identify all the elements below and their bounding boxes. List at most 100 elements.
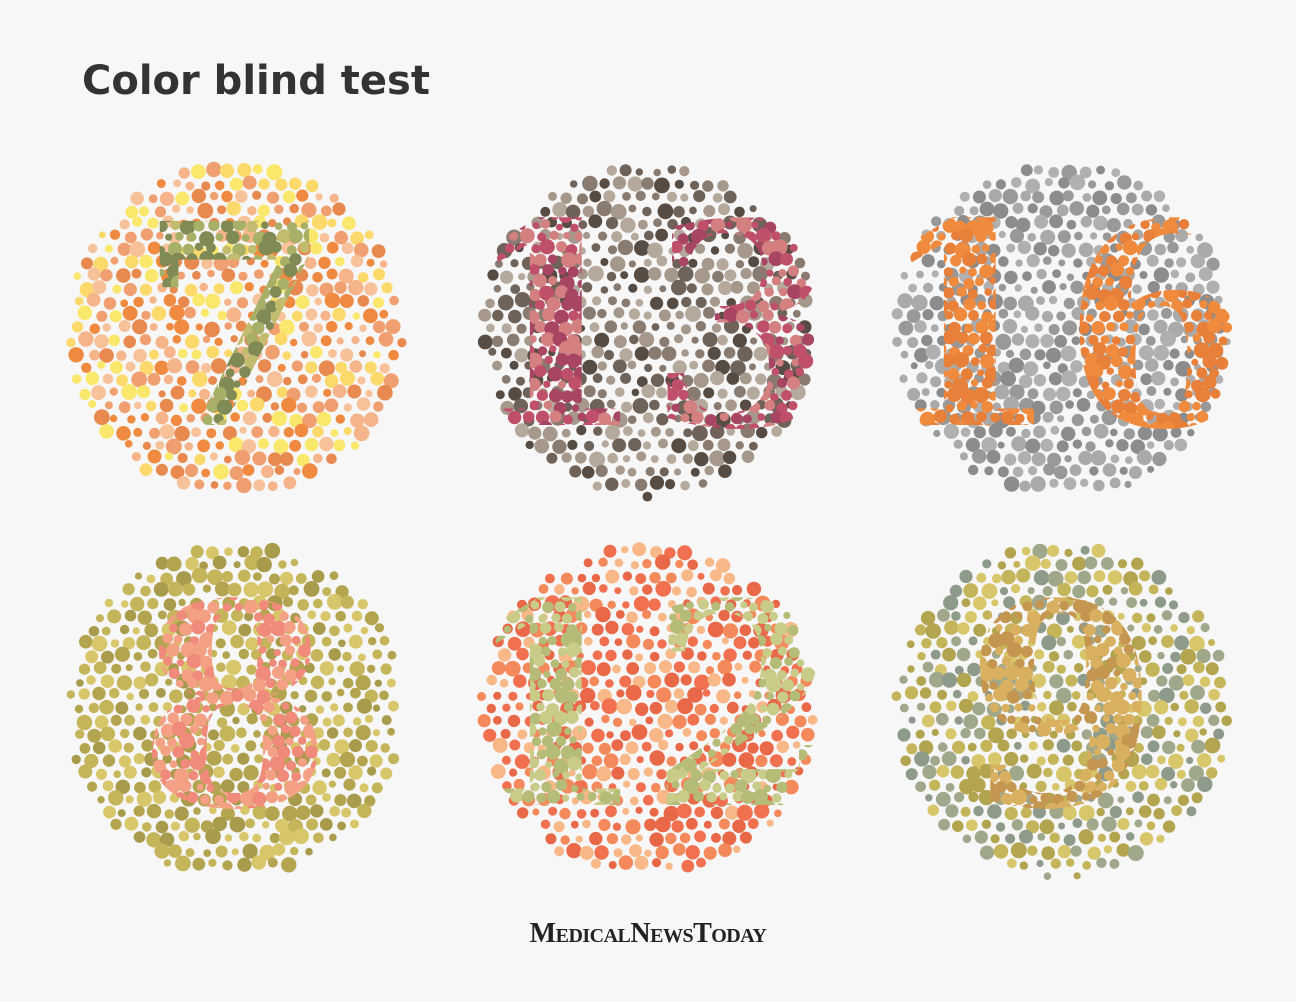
dot — [281, 702, 290, 710]
dot — [306, 255, 315, 265]
dot — [1160, 279, 1169, 288]
dot — [702, 434, 714, 446]
dot — [285, 711, 298, 724]
dot — [1067, 436, 1079, 448]
dot — [169, 825, 180, 837]
dot — [978, 343, 988, 353]
dot — [956, 400, 968, 411]
dot — [581, 736, 592, 748]
dot — [543, 400, 553, 410]
dot — [730, 722, 743, 736]
dot — [379, 635, 390, 646]
dot — [484, 277, 495, 287]
dot — [213, 387, 227, 401]
dot — [169, 623, 178, 633]
dot — [765, 676, 782, 693]
dot — [668, 590, 677, 599]
dot — [314, 601, 323, 610]
dot — [614, 344, 623, 353]
dot — [363, 308, 378, 324]
dot — [557, 197, 566, 206]
dot — [1002, 457, 1012, 467]
dot — [709, 194, 725, 210]
dot — [316, 634, 326, 644]
dot — [1106, 322, 1116, 332]
dot — [228, 276, 240, 289]
dot — [588, 209, 600, 221]
dot — [718, 589, 730, 601]
dot — [388, 700, 399, 712]
dot — [103, 297, 117, 310]
dot — [533, 273, 547, 288]
dot — [549, 230, 559, 240]
dot — [1009, 264, 1022, 277]
dot — [239, 483, 247, 491]
dot — [298, 422, 313, 437]
dot — [222, 848, 233, 858]
dot — [87, 267, 101, 281]
dot — [124, 714, 135, 726]
dot — [744, 588, 756, 600]
dot — [291, 745, 304, 758]
dot — [266, 635, 275, 643]
dot — [678, 457, 691, 470]
dot — [698, 267, 710, 279]
dot — [243, 599, 258, 614]
dot — [328, 610, 333, 626]
dot — [1073, 197, 1083, 207]
dot — [1184, 233, 1193, 242]
dot — [1060, 220, 1069, 229]
dot — [559, 586, 575, 602]
dot — [907, 298, 923, 314]
dot — [650, 253, 666, 269]
dot — [641, 232, 649, 240]
dot — [745, 299, 757, 311]
dot — [200, 769, 216, 785]
dot — [222, 603, 232, 612]
dot — [909, 345, 921, 357]
dot — [223, 829, 232, 838]
dot — [258, 600, 269, 611]
dot — [1033, 266, 1046, 279]
dot — [124, 440, 133, 448]
dot — [596, 313, 604, 321]
dot — [1132, 458, 1143, 468]
dot — [589, 565, 600, 576]
dot — [173, 814, 185, 826]
dot — [209, 631, 226, 647]
dot — [1072, 220, 1084, 232]
dot — [367, 766, 377, 776]
dot — [168, 242, 183, 256]
dot — [787, 284, 803, 300]
dot — [569, 736, 577, 744]
dot — [909, 389, 919, 399]
dot — [944, 444, 956, 457]
dot — [653, 300, 665, 312]
dot — [561, 613, 573, 624]
dot — [684, 714, 695, 724]
dot — [770, 393, 779, 402]
dot — [250, 183, 266, 199]
dot — [364, 361, 377, 374]
dot — [724, 446, 736, 457]
dot — [975, 459, 984, 468]
dot — [365, 740, 378, 753]
dot — [364, 795, 376, 807]
dot — [689, 722, 703, 735]
dot — [287, 850, 297, 860]
dot — [316, 610, 327, 620]
dot — [264, 478, 276, 491]
dot — [589, 436, 601, 447]
dot — [1031, 444, 1048, 461]
dot — [250, 455, 265, 470]
dot — [639, 723, 653, 737]
dot — [659, 420, 674, 436]
dot — [269, 659, 277, 667]
dot — [795, 367, 805, 377]
dot — [937, 322, 947, 332]
dot — [580, 379, 591, 390]
dot — [1092, 277, 1103, 288]
dot — [172, 745, 185, 759]
dot — [286, 423, 298, 435]
dot — [664, 478, 678, 491]
